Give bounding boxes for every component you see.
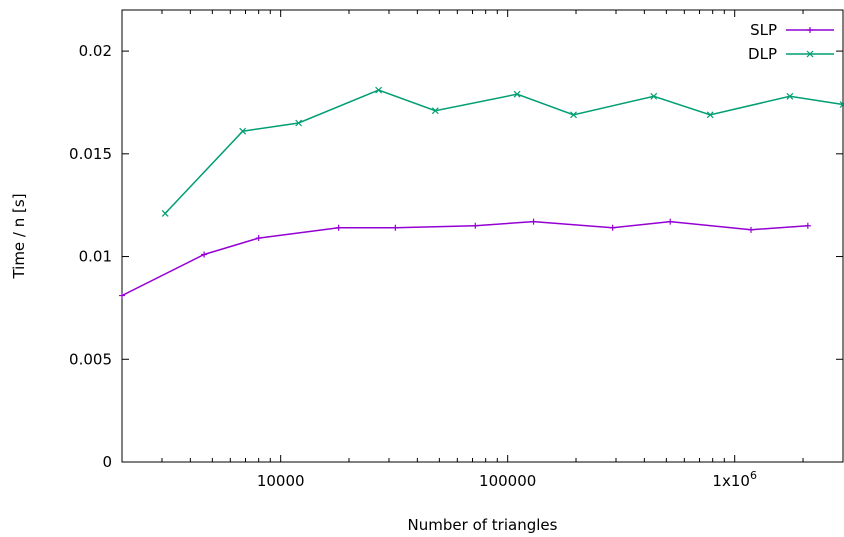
y-tick-label: 0 [102, 453, 112, 471]
y-tick-label: 0.005 [69, 350, 112, 368]
data-point-marker [472, 222, 479, 229]
legend-label: DLP [748, 45, 777, 63]
data-point-marker [530, 218, 537, 225]
data-point-marker [609, 224, 616, 231]
legend-label: SLP [750, 21, 777, 39]
data-point-marker [201, 251, 208, 258]
data-point-marker [839, 101, 844, 108]
data-point-marker [513, 90, 521, 98]
x-tick-label: 100000 [479, 472, 536, 490]
x-tick-label: 10000 [257, 472, 305, 490]
plot-border [121, 9, 844, 463]
data-point-marker [375, 86, 383, 94]
series-line [164, 89, 844, 214]
series-layer [119, 86, 844, 299]
data-point-marker [748, 226, 755, 233]
x-tick-label-base: 100000 [479, 472, 536, 490]
data-point-marker [392, 224, 399, 231]
y-tick-label: 0.015 [69, 145, 112, 163]
y-axis-ticks: 0 0.005 0.01 0.015 0.02 [69, 42, 843, 471]
legend: SLP DLP [748, 21, 834, 63]
data-point-marker [786, 92, 794, 100]
data-point-marker [239, 127, 247, 135]
data-point-marker [161, 209, 169, 217]
data-point-marker [570, 111, 577, 119]
series-dlp [161, 86, 844, 217]
plot-frame [121, 9, 844, 463]
x-axis-title: Number of triangles [408, 516, 558, 534]
data-point-marker [335, 224, 342, 231]
x-tick-label-exponent: 6 [750, 469, 757, 482]
x-axis-ticks: 10000 100000 1x106 [121, 10, 844, 490]
data-point-marker [806, 50, 814, 58]
x-tick-label-base: 10000 [257, 472, 305, 490]
series-line [121, 220, 808, 297]
series-slp [119, 218, 811, 299]
data-point-marker [431, 107, 439, 115]
y-axis-title: Time / n [s] [10, 193, 28, 279]
data-point-marker [807, 27, 813, 33]
data-point-marker [650, 92, 658, 100]
y-tick-label: 0.01 [79, 248, 112, 266]
x-tick-label-base: 1x10 [712, 472, 750, 490]
data-point-marker [295, 119, 303, 127]
y-tick-label: 0.02 [79, 42, 112, 60]
x-tick-label: 1x106 [712, 469, 757, 490]
data-point-marker [119, 292, 125, 299]
data-point-marker [255, 235, 262, 242]
data-point-marker [706, 111, 714, 119]
data-point-marker [667, 218, 674, 225]
data-point-marker [804, 222, 811, 229]
